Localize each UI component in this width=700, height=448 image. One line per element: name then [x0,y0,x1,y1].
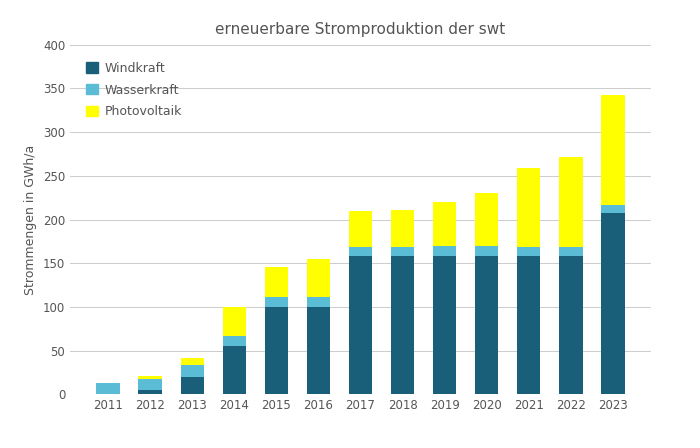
Bar [139,379,162,390]
Bar [265,307,288,394]
Bar [559,256,582,394]
Bar [391,210,414,247]
Title: erneuerbare Stromproduktion der swt: erneuerbare Stromproduktion der swt [216,22,505,37]
Bar [307,297,330,307]
Bar [223,346,246,394]
Bar [265,297,288,307]
Bar [433,256,456,394]
Bar [307,307,330,394]
Bar [139,390,162,394]
Bar [517,168,540,246]
Bar [433,202,456,246]
Bar [517,256,540,394]
Bar [559,246,582,256]
Bar [307,259,330,297]
Y-axis label: Strommengen in GWh/a: Strommengen in GWh/a [25,144,37,295]
Bar [601,205,624,213]
Legend: Windkraft, Wasserkraft, Photovoltaik: Windkraft, Wasserkraft, Photovoltaik [82,58,186,122]
Bar [475,246,498,256]
Bar [349,247,372,256]
Bar [139,376,162,379]
Bar [475,193,498,246]
Bar [181,377,204,394]
Bar [601,213,624,394]
Bar [181,366,204,377]
Bar [223,307,246,336]
Bar [349,211,372,247]
Bar [223,336,246,346]
Bar [433,246,456,256]
Bar [475,256,498,394]
Bar [265,267,288,297]
Bar [391,247,414,256]
Bar [349,256,372,394]
Bar [601,95,624,205]
Bar [517,246,540,256]
Bar [181,358,204,366]
Bar [559,158,582,246]
Bar [391,256,414,394]
Bar [97,383,120,394]
